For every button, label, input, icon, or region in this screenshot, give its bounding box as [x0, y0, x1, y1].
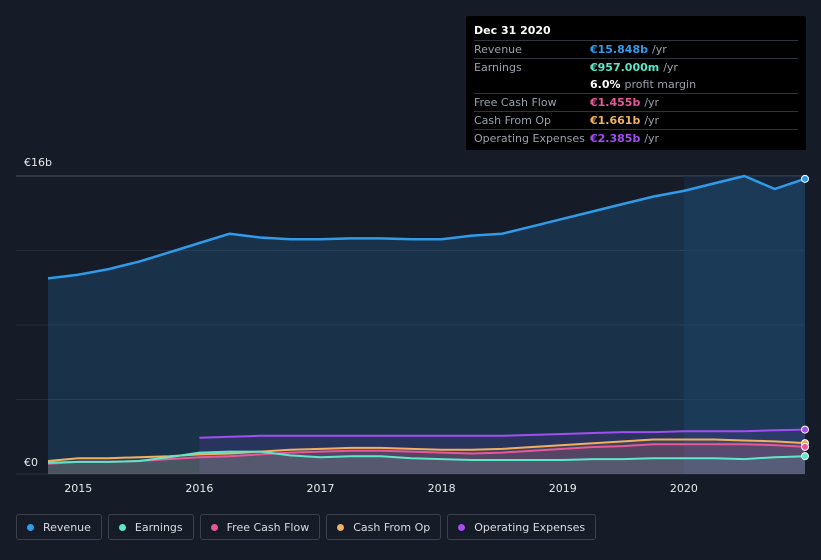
- revenue-endpoint: [801, 174, 809, 183]
- y-axis-label-bottom: €0: [24, 456, 38, 469]
- earnings-line: [47, 450, 806, 464]
- legend-item-earnings[interactable]: Earnings: [107, 514, 194, 540]
- x-axis-ticks: 2015 2016 2017 2018 2019 2020: [64, 482, 698, 495]
- tooltip-row-value: 6.0%: [590, 78, 621, 91]
- legend-dot-icon: [458, 523, 466, 531]
- tooltip-rows: Revenue €15.848b/yr Earnings €957.000m/yr 6.…: [474, 40, 798, 147]
- revenue-area: [48, 176, 805, 474]
- tooltip-row: 6.0% profit margin: [474, 76, 798, 93]
- tooltip-row-value: €1.661b: [590, 114, 641, 127]
- legend-item-free-cash-flow[interactable]: Free Cash Flow: [199, 514, 321, 540]
- tooltip-row-unit: /yr: [644, 96, 660, 109]
- tooltip-row-label: [474, 76, 590, 93]
- highlight-band: [683, 176, 805, 474]
- area-fills: [48, 176, 805, 474]
- legend-label: Cash From Op: [353, 520, 431, 534]
- legend-label: Revenue: [43, 520, 91, 534]
- tooltip-row: Operating Expenses €2.385b/yr: [474, 129, 798, 147]
- tooltip-row-value: €1.455b: [590, 96, 641, 109]
- free-cash-flow-line: [47, 443, 806, 465]
- tooltip-panel: Dec 31 2020 Revenue €15.848b/yr Earnings €9…: [466, 16, 806, 150]
- legend-dot-icon: [337, 523, 345, 531]
- tooltip-row-label: Revenue: [474, 43, 522, 56]
- free-cash-flow-endpoint: [801, 442, 809, 451]
- y-axis-label-top: €16b: [24, 156, 52, 169]
- x-tick-label: 2015: [64, 482, 92, 495]
- legend-label: Free Cash Flow: [226, 520, 310, 534]
- cash-from-op-area: [48, 439, 805, 474]
- tooltip-row: Cash From Op €1.661b/yr: [474, 111, 798, 129]
- x-tick-label: 2020: [670, 482, 698, 495]
- legend-dot-icon: [27, 523, 34, 531]
- legend-dot-icon: [118, 523, 126, 531]
- tooltip-row-unit: /yr: [644, 114, 660, 127]
- legend-item-operating-expenses[interactable]: Operating Expenses: [447, 514, 597, 540]
- grid-lines: [16, 175, 805, 475]
- x-tick-label: 2019: [549, 482, 577, 495]
- chart-legend: Revenue Earnings Free Cash Flow Cash From O…: [16, 514, 597, 540]
- series-lines: [47, 174, 806, 465]
- x-tick-label: 2017: [307, 482, 335, 495]
- legend-label: Operating Expenses: [474, 520, 586, 534]
- legend-label: Earnings: [134, 520, 183, 534]
- tooltip-row: Free Cash Flow €1.455b/yr: [474, 93, 798, 111]
- tooltip-row-label: Operating Expenses: [474, 132, 585, 145]
- tooltip-date: Dec 31 2020: [474, 24, 551, 37]
- tooltip-row-label: Free Cash Flow: [474, 96, 557, 109]
- legend-dot-icon: [210, 523, 218, 531]
- tooltip-row-unit: /yr: [663, 61, 678, 74]
- tooltip-row-value: €2.385b: [590, 132, 641, 145]
- tooltip-row: Revenue €15.848b/yr: [474, 40, 798, 58]
- tooltip-row-value: €15.848b: [590, 43, 648, 56]
- operating-expenses-endpoint: [801, 425, 809, 434]
- earnings-endpoint: [801, 452, 809, 461]
- chart-area: €16b €0 2015 2016 2017 2018 2019 2020: [16, 156, 809, 495]
- x-tick-label: 2018: [428, 482, 456, 495]
- tooltip-row-unit: /yr: [644, 132, 660, 145]
- tooltip-row-label: Cash From Op: [474, 114, 552, 127]
- tooltip-row-value: €957.000m: [590, 61, 660, 74]
- tooltip-row-label: Earnings: [474, 61, 522, 74]
- tooltip-row-unit: profit margin: [624, 78, 697, 91]
- legend-item-revenue[interactable]: Revenue: [16, 514, 102, 540]
- series-endpoints: [801, 174, 809, 461]
- revenue-line: [47, 174, 806, 280]
- tooltip-row: Earnings €957.000m/yr: [474, 58, 798, 76]
- earnings-area: [48, 451, 805, 474]
- legend-item-cash-from-op[interactable]: Cash From Op: [326, 514, 442, 540]
- x-tick-label: 2016: [185, 482, 213, 495]
- tooltip-row-unit: /yr: [651, 43, 667, 56]
- operating-expenses-line: [199, 428, 806, 439]
